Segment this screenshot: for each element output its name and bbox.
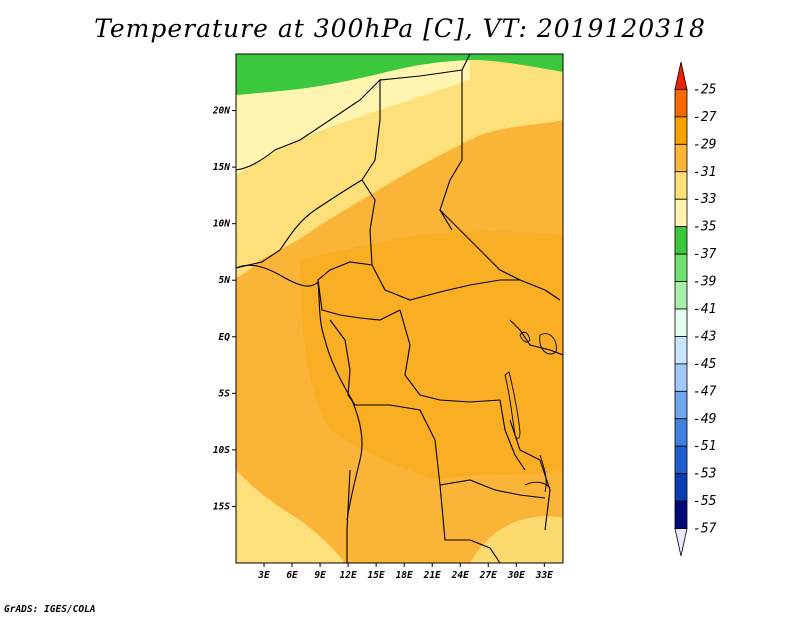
- lon-tick-label: 24E: [451, 570, 469, 581]
- lon-tick-label: 27E: [479, 570, 497, 581]
- colorbar-swatch: [674, 198, 688, 228]
- colorbar-label: -25: [693, 82, 717, 97]
- colorbar-swatch: [674, 390, 688, 420]
- colorbar-swatch: [674, 473, 688, 502]
- colorbar-swatch: [674, 363, 688, 392]
- lon-tick-label: 12E: [340, 570, 357, 581]
- colorbar-swatch: [674, 253, 688, 282]
- lat-tick-label: 15S: [213, 501, 230, 512]
- lon-tick-label: 3E: [257, 570, 270, 581]
- field-region-deep: [300, 231, 563, 480]
- colorbar-label: -47: [693, 384, 717, 399]
- country-borders: [236, 54, 563, 563]
- colorbar-swatch: [674, 226, 688, 255]
- colorbar-label: -53: [693, 467, 716, 482]
- colorbar-swatch: [674, 171, 688, 200]
- colorbar-arrow-bottom: [674, 528, 688, 557]
- lat-tick-label: 10N: [213, 219, 230, 230]
- colorbar-label: -41: [693, 302, 716, 317]
- lat-tick-label: 20N: [212, 106, 230, 117]
- colorbar-label: -55: [693, 494, 717, 509]
- field-region-far-north: [236, 54, 563, 95]
- lat-tick-label: 5S: [219, 388, 231, 399]
- colorbar-swatch: [674, 116, 688, 145]
- colorbar-label: -45: [693, 357, 717, 372]
- lon-tick-label: 30E: [507, 570, 525, 581]
- lat-tick-label: 15N: [213, 162, 230, 173]
- colorbar-label: -37: [693, 247, 717, 262]
- colorbar-label: -51: [693, 439, 716, 454]
- temperature-field: [236, 54, 563, 563]
- field-region-southeast: [470, 516, 563, 563]
- colorbar-swatch: [674, 500, 688, 529]
- lon-tick-label: 33E: [535, 570, 553, 581]
- lon-tick-label: 15E: [368, 570, 385, 581]
- colorbar-swatch: [674, 143, 688, 173]
- colorbar-label: -29: [693, 137, 716, 152]
- colorbar-label: -43: [693, 329, 716, 344]
- lon-tick-label: 9E: [314, 570, 326, 581]
- lat-tick-label: 5N: [219, 275, 231, 286]
- longitude-axis: 3E 6E 9E 12E 15E 18E 21E 24E 27E 30E 33E: [257, 563, 553, 581]
- colorbar-swatch: [674, 281, 688, 310]
- colorbar-label: -39: [693, 275, 716, 290]
- grads-credit: GrADS: IGES/COLA: [4, 604, 96, 615]
- lon-tick-label: 6E: [286, 570, 298, 581]
- colorbar-swatch: [674, 336, 688, 365]
- colorbar-label: -49: [693, 412, 716, 427]
- field-region-southwest: [236, 470, 345, 563]
- colorbar-swatch: [674, 308, 688, 337]
- colorbar-swatch: [674, 418, 688, 447]
- plot-frame: [235, 53, 564, 564]
- lat-tick-label: 10S: [213, 445, 230, 456]
- colorbar-label: -31: [693, 165, 716, 180]
- coastline: [236, 264, 363, 521]
- latitude-axis: 20N 15N 10N 5N EQ 5S 10S 15S: [212, 106, 236, 512]
- map-title: Temperature at 300hPa [C], VT: 201912031…: [94, 14, 706, 43]
- colorbar: -25 -27 -29 -31 -33 -35 -37 -39 -41 -43 -45 -47 -49 -…: [674, 61, 717, 557]
- lon-tick-label: 18E: [396, 570, 413, 581]
- colorbar-label: -27: [693, 110, 717, 125]
- colorbar-label: -57: [693, 522, 717, 537]
- colorbar-label: -35: [693, 220, 717, 235]
- colorbar-swatch: [674, 89, 688, 118]
- lat-tick-label: EQ: [219, 332, 231, 343]
- colorbar-arrow-top: [674, 61, 688, 90]
- colorbar-swatch: [674, 445, 688, 475]
- colorbar-label: -33: [693, 192, 716, 207]
- lon-tick-label: 21E: [423, 570, 441, 581]
- lakes: [504, 331, 557, 493]
